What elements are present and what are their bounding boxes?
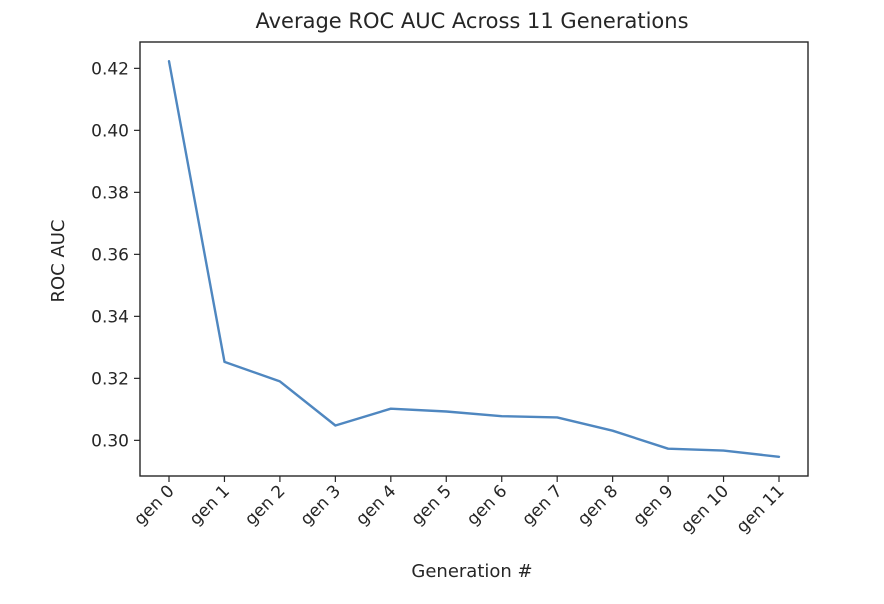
y-tick-label: 0.42 [91,59,129,79]
data-point [501,415,503,417]
data-point [445,410,447,412]
x-tick-label: gen 5 [408,481,456,529]
y-tick-label: 0.36 [91,245,129,265]
y-tick-label: 0.32 [91,369,129,389]
x-tick-label: gen 2 [241,481,289,529]
x-tick-label: gen 6 [463,481,511,529]
series-line [169,61,779,457]
axes-frame [140,42,808,476]
plot-area-border [140,42,808,476]
y-tick-label: 0.34 [91,307,129,327]
chart-title: Average ROC AUC Across 11 Generations [255,9,688,33]
data-point [168,60,170,62]
y-tick-label: 0.40 [91,121,129,141]
x-tick-label: gen 3 [297,481,345,529]
data-point [556,416,558,418]
data-point [223,361,225,363]
x-tick-label: gen 4 [352,481,400,529]
x-tick-label: gen 10 [677,481,733,537]
x-axis-ticks: gen 0 gen 1 gen 2 gen 3 gen 4 gen 5 gen 6 gen 7… [130,476,788,537]
x-tick-label: gen 1 [186,481,234,529]
data-point [334,424,336,426]
data-point [390,408,392,410]
data-point [722,449,724,451]
data-point [667,448,669,450]
x-tick-label: gen 8 [574,481,622,529]
y-tick-label: 0.30 [91,431,129,451]
x-tick-label: gen 0 [130,481,178,529]
x-tick-label: gen 11 [733,481,789,537]
y-axis-label: ROC AUC [48,219,69,302]
data-point [778,456,780,458]
y-tick-label: 0.38 [91,183,129,203]
x-tick-label: gen 9 [629,481,677,529]
x-tick-label: gen 7 [518,481,566,529]
data-point [611,430,613,432]
x-axis-label: Generation # [411,561,532,582]
data-point [279,380,281,382]
y-axis-ticks: 0.30 0.32 0.34 0.36 0.38 0.40 0.42 [91,59,140,451]
series-layer [168,60,780,458]
